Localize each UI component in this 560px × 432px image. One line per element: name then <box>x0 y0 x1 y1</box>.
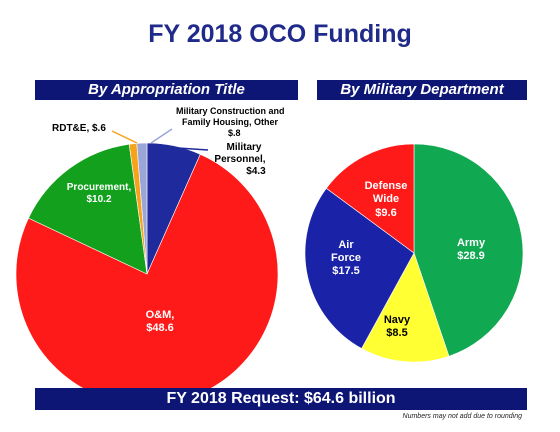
label-milcon-line1: Military Construction and <box>176 106 285 116</box>
label-om-line1: O&M, <box>146 309 175 321</box>
left-pie <box>15 142 279 406</box>
left-pie-title: By Appropriation Title <box>35 80 298 100</box>
label-navy-line1: Navy <box>384 314 411 326</box>
label-milcon-line3: $.8 <box>228 128 241 138</box>
label-air-force-line3: $17.5 <box>332 265 360 277</box>
right-pie <box>304 143 524 363</box>
label-milpers-line1: Military <box>226 142 261 153</box>
label-procurement-line2: $10.2 <box>86 194 111 205</box>
rounding-footnote: Numbers may not add due to rounding <box>402 413 522 420</box>
label-defense-wide-line2: Wide <box>373 193 399 205</box>
label-navy-line2: $8.5 <box>386 327 407 339</box>
label-procurement-line1: Procurement, <box>67 182 132 193</box>
label-army-line1: Army <box>457 237 486 249</box>
label-defense-wide-line3: $9.6 <box>375 207 396 219</box>
label-defense-wide-line1: Defense <box>365 180 408 192</box>
label-army-line2: $28.9 <box>457 250 485 262</box>
label-milcon-line2: Family Housing, Other <box>182 117 279 127</box>
label-om-line2: $48.6 <box>146 322 174 334</box>
label-air-force-line2: Force <box>331 252 361 264</box>
label-rdte: RDT&E, $.6 <box>52 123 106 134</box>
right-pie-title: By Military Department <box>317 80 527 100</box>
slice-air-force <box>304 187 415 349</box>
leader-line-milpers <box>177 147 209 151</box>
leader-line-rdte <box>111 130 138 144</box>
label-air-force-line1: Air <box>338 239 354 251</box>
total-request-bar: FY 2018 Request: $64.6 billion <box>35 388 527 410</box>
slice-procurement <box>28 143 148 275</box>
label-milpers-line3: $4.3 <box>246 166 266 177</box>
label-milpers-line2: Personnel, <box>214 154 265 165</box>
slice-navy <box>361 252 450 363</box>
slice-defense-wide <box>325 143 415 254</box>
leader-line-milcon <box>150 128 173 144</box>
chart-title: FY 2018 OCO Funding <box>148 20 412 48</box>
slice-army <box>413 143 524 357</box>
